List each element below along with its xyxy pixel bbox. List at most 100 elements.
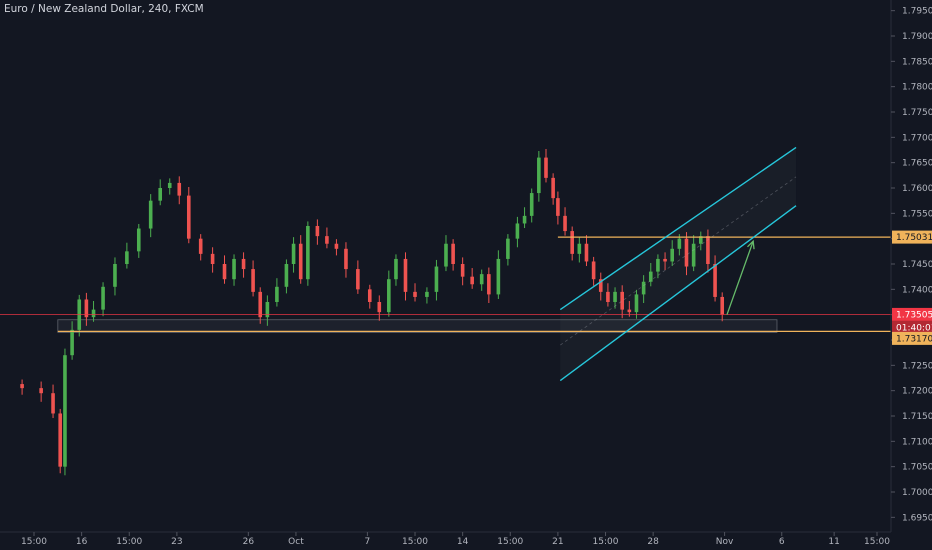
current-price-label-bg: [892, 307, 932, 321]
candle-up: [113, 264, 117, 287]
price-tick-label: 1.78500: [902, 57, 932, 67]
candle-up: [101, 286, 105, 310]
candle-down: [177, 182, 182, 196]
candle-up: [63, 355, 67, 467]
candle-down: [620, 291, 624, 310]
candle-up: [537, 157, 541, 194]
channel-lower-line: [559, 205, 797, 382]
candle-up: [394, 258, 398, 280]
support-price-label: 1.73170: [896, 334, 932, 344]
price-tick-label: 1.71000: [902, 437, 932, 447]
candle-down: [551, 177, 555, 199]
candle-up: [529, 193, 534, 216]
price-tick-label: 1.70000: [902, 488, 932, 498]
candle-up: [434, 266, 439, 292]
resistance-price-label: 1.75031: [896, 233, 932, 243]
candle-up: [444, 243, 448, 267]
candle-down: [39, 388, 43, 394]
candle-down: [713, 264, 717, 297]
channel-fill: [560, 147, 797, 381]
candle-up: [125, 251, 129, 264]
price-tick-label: 1.69500: [902, 513, 932, 523]
price-tick-label: 1.79000: [902, 32, 932, 42]
time-tick-label: 15:00: [864, 537, 890, 547]
time-tick-label: Nov: [716, 537, 734, 547]
candle-up: [656, 258, 660, 272]
countdown-label-bg: [892, 320, 932, 334]
time-tick-label: 21: [552, 537, 563, 547]
candle-down: [222, 264, 227, 280]
candle-up: [425, 291, 429, 297]
candle-up: [387, 279, 391, 313]
time-axis[interactable]: 15:00 16 15:00 23 26 Oct 7 15:00 14 15:00 21 15:00 2…: [21, 532, 890, 547]
candle-down: [556, 198, 560, 216]
time-tick-label: 15:00: [116, 537, 142, 547]
candle-down: [720, 296, 725, 315]
candle-up: [677, 238, 682, 249]
resistance-price-label-bg: [892, 230, 932, 244]
time-tick-label: 11: [828, 537, 839, 547]
channel-mid-line: [560, 176, 797, 346]
candle-down: [334, 243, 339, 249]
candle-down: [377, 302, 382, 313]
candle-down: [356, 269, 360, 290]
candle-down: [460, 264, 465, 277]
candle-down: [251, 269, 255, 292]
candle-up: [670, 248, 675, 262]
candle-down: [706, 236, 710, 264]
candle-up: [265, 302, 270, 318]
candle-down: [241, 258, 246, 270]
candle-up: [167, 182, 172, 188]
candle-down: [367, 289, 372, 302]
time-tick-label: Oct: [288, 537, 304, 547]
time-tick-label: 26: [243, 537, 255, 547]
forecast-arrow-line: [726, 240, 754, 315]
candle-down: [663, 258, 667, 262]
candle-up: [275, 286, 279, 302]
time-tick-label: 16: [76, 537, 88, 547]
price-tick-label: 1.75500: [902, 209, 932, 219]
price-tick-label: 1.77000: [902, 133, 932, 143]
forecast-arrow-head-icon: [747, 239, 755, 250]
candle-up: [634, 294, 639, 313]
candle-down: [198, 238, 203, 254]
price-tick-label: 1.74000: [902, 285, 932, 295]
candle-up: [291, 243, 296, 264]
candle-down: [403, 258, 408, 292]
candle-down: [584, 243, 589, 262]
candle-series: [20, 148, 725, 476]
candle-up: [70, 329, 74, 356]
price-tick-label: 1.74500: [902, 260, 932, 270]
price-tick-label: 1.72000: [902, 387, 932, 397]
time-tick-label: 15:00: [497, 537, 523, 547]
candle-down: [186, 195, 191, 239]
candle-down: [563, 215, 567, 232]
candle-down: [58, 413, 62, 467]
price-labels: 1.75031 1.73505 01:40:011.73170: [892, 230, 932, 345]
candle-up: [577, 243, 582, 254]
candle-down: [298, 243, 303, 280]
candle-down: [20, 384, 24, 389]
candle-down: [210, 253, 215, 264]
candle-down: [598, 279, 603, 292]
price-tick-label: 1.76500: [902, 159, 932, 169]
candle-up: [158, 188, 163, 201]
time-tick-label: 15:00: [593, 537, 619, 547]
support-price-label-bg: [892, 331, 932, 345]
price-tick-label: 1.78000: [902, 83, 932, 93]
candle-down: [570, 231, 574, 254]
price-tick-label: 1.72500: [902, 361, 932, 371]
candle-down: [451, 243, 455, 264]
chart-drawings: [0, 146, 891, 382]
price-tick-label: 1.76000: [902, 184, 932, 194]
candle-up: [148, 200, 153, 229]
candle-down: [315, 226, 320, 237]
candle-down: [344, 248, 348, 270]
price-tick-label: 1.71500: [902, 412, 932, 422]
candle-down: [413, 291, 417, 297]
candle-up: [515, 223, 520, 239]
candle-down: [684, 238, 689, 267]
time-tick-label: 28: [647, 537, 659, 547]
